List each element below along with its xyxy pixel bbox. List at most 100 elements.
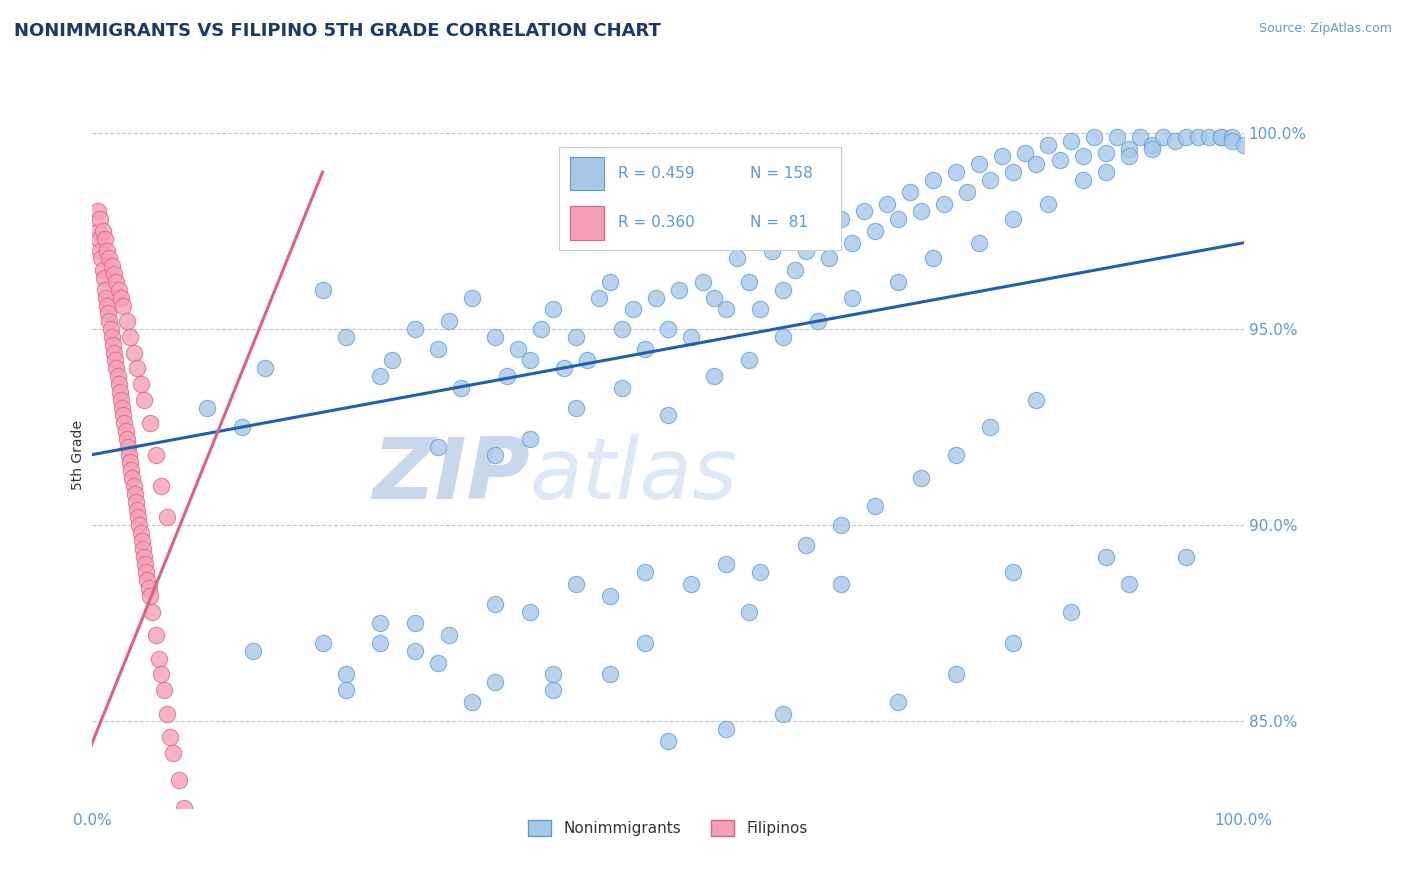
Point (150, 667, 173, 681)
Point (519, 605, 541, 619)
Point (1220, 129, 1243, 144)
Point (541, 683, 564, 698)
Point (657, 409, 679, 423)
Point (737, 605, 759, 619)
Point (94, 291, 117, 305)
Point (910, 471, 932, 485)
Point (105, 361, 128, 376)
Point (426, 656, 449, 670)
Point (90, 252, 112, 266)
Point (830, 212, 852, 227)
Point (714, 558, 737, 572)
Point (1014, 145, 1036, 160)
Point (1140, 137, 1163, 152)
Text: NONIMMIGRANTS VS FILIPINO 5TH GRADE CORRELATION CHART: NONIMMIGRANTS VS FILIPINO 5TH GRADE CORR… (14, 22, 661, 40)
Point (404, 644, 426, 658)
Point (100, 322, 122, 336)
Point (599, 667, 621, 681)
Y-axis label: 5th Grade: 5th Grade (72, 420, 86, 490)
Point (94, 232, 117, 246)
Point (426, 342, 449, 356)
Point (145, 628, 167, 642)
Point (112, 409, 135, 423)
Point (195, 891, 218, 892)
Point (437, 628, 460, 642)
Point (692, 275, 714, 289)
Point (841, 291, 863, 305)
Point (852, 204, 875, 219)
Point (565, 577, 588, 591)
Point (368, 616, 391, 631)
Point (89, 212, 111, 227)
Text: ZIP: ZIP (373, 434, 530, 517)
Point (184, 852, 207, 866)
Point (484, 330, 506, 344)
Point (1071, 149, 1094, 163)
Point (565, 401, 588, 415)
Point (807, 314, 830, 328)
Point (898, 185, 921, 199)
Point (657, 734, 679, 748)
Point (623, 302, 645, 317)
Point (156, 510, 179, 524)
Point (1025, 157, 1047, 171)
Point (1175, 549, 1198, 564)
Point (1002, 165, 1025, 179)
Point (1083, 129, 1105, 144)
Point (634, 636, 657, 650)
Point (107, 369, 129, 384)
Point (404, 322, 426, 336)
Point (122, 345, 145, 359)
Point (737, 353, 759, 368)
Point (335, 667, 357, 681)
Point (1163, 134, 1185, 148)
Point (830, 518, 852, 533)
Point (96, 299, 118, 313)
Point (1107, 129, 1129, 144)
Text: atlas: atlas (530, 434, 738, 517)
Point (87, 224, 110, 238)
Point (1060, 134, 1083, 148)
Point (865, 224, 887, 238)
Point (967, 235, 990, 250)
Point (132, 541, 155, 556)
Point (553, 361, 575, 376)
Point (179, 832, 201, 847)
Point (1049, 153, 1071, 168)
Point (876, 196, 898, 211)
Point (139, 416, 162, 430)
Point (159, 730, 181, 744)
Point (1140, 142, 1163, 156)
Point (1220, 134, 1243, 148)
Point (450, 381, 472, 395)
Point (426, 440, 449, 454)
Point (1129, 129, 1152, 144)
Point (437, 314, 460, 328)
Point (1060, 605, 1083, 619)
Point (94, 283, 117, 297)
Point (167, 773, 190, 788)
Point (98, 314, 121, 328)
Point (91, 263, 114, 277)
Point (150, 479, 173, 493)
Point (112, 299, 135, 313)
Point (484, 597, 506, 611)
Point (97, 306, 120, 320)
Point (967, 157, 990, 171)
Point (783, 263, 806, 277)
Point (139, 589, 162, 603)
Point (148, 651, 170, 665)
Point (100, 260, 122, 274)
Point (173, 801, 195, 815)
Point (107, 377, 129, 392)
Point (242, 644, 264, 658)
Point (89, 244, 111, 258)
Point (311, 636, 333, 650)
Point (725, 252, 748, 266)
Point (96, 244, 118, 258)
Point (703, 291, 725, 305)
Point (335, 683, 357, 698)
Point (120, 463, 142, 477)
Point (111, 401, 134, 415)
Point (484, 675, 506, 690)
